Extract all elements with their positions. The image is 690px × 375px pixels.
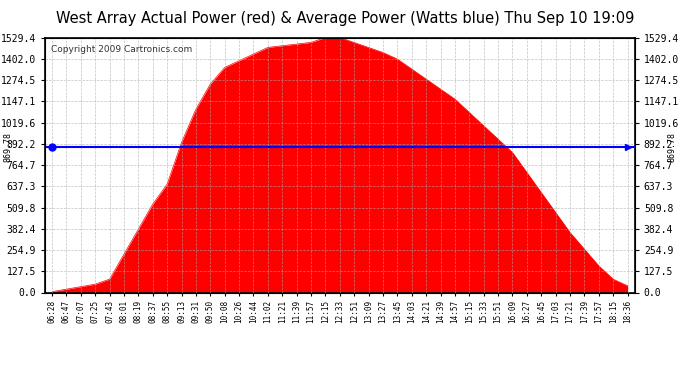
Text: 869.78: 869.78: [667, 132, 676, 162]
Text: West Array Actual Power (red) & Average Power (Watts blue) Thu Sep 10 19:09: West Array Actual Power (red) & Average …: [56, 11, 634, 26]
Text: Copyright 2009 Cartronics.com: Copyright 2009 Cartronics.com: [51, 45, 192, 54]
Text: 869.78: 869.78: [3, 132, 12, 162]
